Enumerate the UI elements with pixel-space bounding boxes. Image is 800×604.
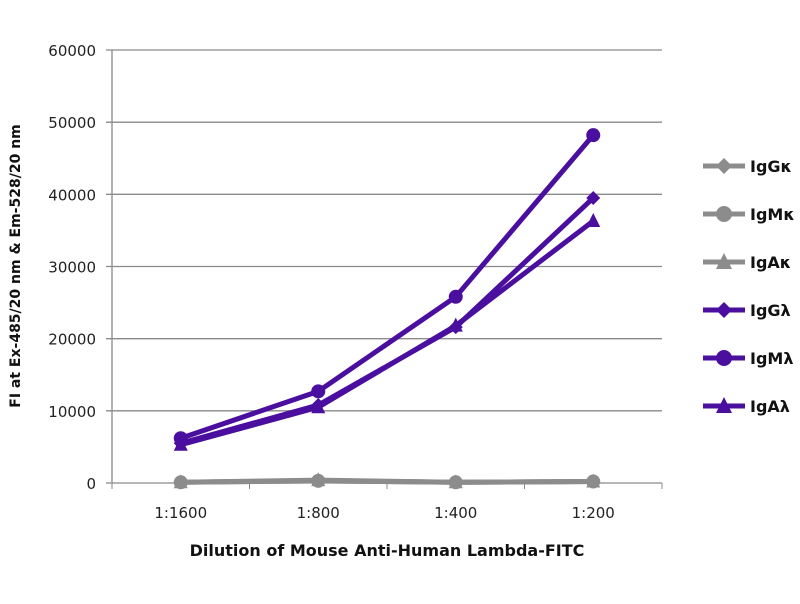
data-point bbox=[173, 436, 188, 451]
legend-item: IgMκ bbox=[703, 205, 795, 224]
legend: IgGκ IgMκ IgAκ IgGλ IgMλ IgAλ bbox=[703, 157, 795, 416]
legend-item: IgGλ bbox=[703, 301, 791, 320]
circle-icon bbox=[716, 350, 732, 366]
legend-label: IgAλ bbox=[750, 397, 790, 416]
y-tick-label: 60000 bbox=[48, 42, 96, 60]
legend-label: IgGκ bbox=[750, 157, 792, 176]
data-point bbox=[173, 474, 188, 489]
gridlines bbox=[106, 49, 663, 489]
diamond-icon bbox=[716, 302, 732, 318]
triangle-icon bbox=[716, 397, 732, 413]
legend-item: IgAκ bbox=[703, 253, 791, 272]
series-group bbox=[173, 128, 601, 490]
diamond-icon bbox=[716, 158, 732, 174]
x-tick-label: 1:400 bbox=[434, 504, 477, 522]
y-tick-label: 40000 bbox=[48, 186, 96, 204]
data-point bbox=[448, 474, 463, 489]
x-tick-label: 1:1600 bbox=[154, 504, 207, 522]
data-point bbox=[586, 213, 601, 228]
legend-item: IgAλ bbox=[703, 397, 790, 416]
legend-item: IgGκ bbox=[703, 157, 792, 176]
y-axis-ticks: 0 10000 20000 30000 40000 50000 60000 bbox=[48, 42, 96, 493]
series-4 bbox=[173, 128, 601, 446]
data-point bbox=[311, 399, 326, 414]
data-point bbox=[448, 289, 463, 304]
data-point bbox=[586, 473, 601, 488]
series-2 bbox=[173, 472, 601, 489]
y-axis-label: FI at Ex-485/20 nm & Em-528/20 nm bbox=[8, 124, 24, 407]
data-point bbox=[311, 472, 326, 487]
series-5 bbox=[173, 213, 601, 451]
series-line bbox=[180, 219, 595, 448]
legend-label: IgAκ bbox=[750, 253, 791, 272]
series-line bbox=[180, 196, 595, 446]
circle-icon bbox=[716, 206, 732, 222]
x-tick-label: 1:800 bbox=[297, 504, 340, 522]
y-tick-label: 30000 bbox=[48, 259, 96, 277]
data-point bbox=[311, 384, 326, 399]
x-axis-ticks: 1:1600 1:800 1:400 1:200 bbox=[154, 504, 615, 522]
y-tick-label: 50000 bbox=[48, 114, 96, 132]
legend-label: IgMκ bbox=[750, 205, 795, 224]
data-point bbox=[586, 190, 601, 205]
triangle-icon bbox=[716, 253, 732, 269]
data-point bbox=[448, 317, 463, 332]
y-tick-label: 0 bbox=[86, 475, 96, 493]
y-tick-label: 10000 bbox=[48, 403, 96, 421]
legend-item: IgMλ bbox=[703, 349, 793, 368]
y-tick-label: 20000 bbox=[48, 331, 96, 349]
x-axis-label: Dilution of Mouse Anti-Human Lambda-FITC bbox=[190, 541, 585, 560]
series-line bbox=[180, 477, 594, 485]
legend-label: IgGλ bbox=[750, 301, 791, 320]
legend-label: IgMλ bbox=[750, 349, 793, 368]
data-point bbox=[586, 128, 601, 143]
series-line bbox=[179, 133, 596, 441]
x-tick-label: 1:200 bbox=[572, 504, 615, 522]
